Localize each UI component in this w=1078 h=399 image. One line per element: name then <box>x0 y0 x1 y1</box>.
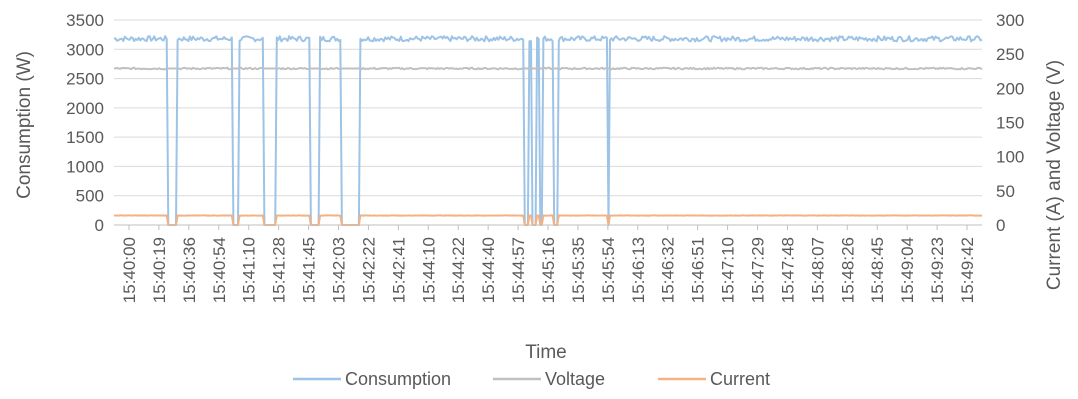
x-tick-label: 15:40:19 <box>150 237 169 303</box>
legend-label-voltage: Voltage <box>545 369 605 389</box>
x-tick-label: 15:42:03 <box>329 237 348 303</box>
series-line-consumption <box>113 35 983 226</box>
x-tick-label: 15:47:29 <box>749 237 768 303</box>
x-tick-label: 15:48:45 <box>868 237 887 303</box>
y-axis-right-ticks: 0 50 100 150 200 250 300 <box>996 11 1024 235</box>
series-line-voltage <box>113 66 983 71</box>
x-tick-label: 15:48:26 <box>838 237 857 303</box>
y-left-tick-label: 500 <box>76 187 104 206</box>
x-tick-label: 15:44:10 <box>419 237 438 303</box>
x-tick-label: 15:40:00 <box>120 237 139 303</box>
y-right-tick-label: 300 <box>996 11 1024 30</box>
x-tick-label: 15:42:41 <box>389 237 408 303</box>
x-tick-label: 15:46:51 <box>689 237 708 303</box>
y-axis-left-ticks: 0 500 1000 1500 2000 2500 3000 3500 <box>66 11 104 235</box>
x-tick-label: 15:40:36 <box>180 237 199 303</box>
x-tick-label: 15:41:28 <box>270 237 289 303</box>
x-tick-label: 15:40:54 <box>210 237 229 303</box>
x-tick-label: 15:45:35 <box>569 237 588 303</box>
x-tick-label: 15:49:42 <box>958 237 977 303</box>
legend-label-current: Current <box>710 369 770 389</box>
legend: Consumption Voltage Current <box>293 369 770 389</box>
y-right-tick-label: 100 <box>996 148 1024 167</box>
x-axis-ticks: 15:40:00 15:40:19 15:40:36 15:40:54 15:41:10… <box>120 225 977 303</box>
x-tick-label: 15:42:22 <box>359 237 378 303</box>
y-right-tick-label: 50 <box>996 182 1015 201</box>
x-tick-label: 15:46:32 <box>659 237 678 303</box>
legend-label-consumption: Consumption <box>345 369 451 389</box>
x-tick-label: 15:44:22 <box>449 237 468 303</box>
x-tick-label: 15:49:23 <box>928 237 947 303</box>
y-left-tick-label: 0 <box>95 216 104 235</box>
x-tick-label: 15:48:07 <box>808 237 827 303</box>
y-left-tick-label: 2000 <box>66 99 104 118</box>
x-tick-label: 15:46:13 <box>629 237 648 303</box>
y-right-tick-label: 150 <box>996 114 1024 133</box>
y-right-tick-label: 250 <box>996 45 1024 64</box>
y-left-tick-label: 2500 <box>66 70 104 89</box>
x-tick-label: 15:47:10 <box>719 237 738 303</box>
y-left-tick-label: 1000 <box>66 157 104 176</box>
y-axis-right-title: Current (A) and Voltage (V) <box>1044 60 1065 290</box>
y-axis-left-title: Consumption (W) <box>14 51 35 199</box>
y-left-tick-label: 1500 <box>66 128 104 147</box>
x-tick-label: 15:41:45 <box>300 237 319 303</box>
y-left-tick-label: 3500 <box>66 11 104 30</box>
series-line-current <box>114 214 983 226</box>
x-tick-label: 15:44:40 <box>479 237 498 303</box>
y-right-tick-label: 200 <box>996 79 1024 98</box>
x-tick-label: 15:47:48 <box>778 237 797 303</box>
x-tick-label: 15:41:10 <box>240 237 259 303</box>
x-tick-label: 15:45:54 <box>599 237 618 303</box>
series-lines <box>113 35 983 226</box>
y-right-tick-label: 0 <box>996 216 1005 235</box>
y-left-tick-label: 3000 <box>66 40 104 59</box>
x-tick-label: 15:44:57 <box>509 237 528 303</box>
gridlines <box>114 19 982 226</box>
x-axis-title: Time <box>525 342 567 363</box>
x-tick-label: 15:49:04 <box>898 237 917 303</box>
x-tick-label: 15:45:16 <box>539 237 558 303</box>
